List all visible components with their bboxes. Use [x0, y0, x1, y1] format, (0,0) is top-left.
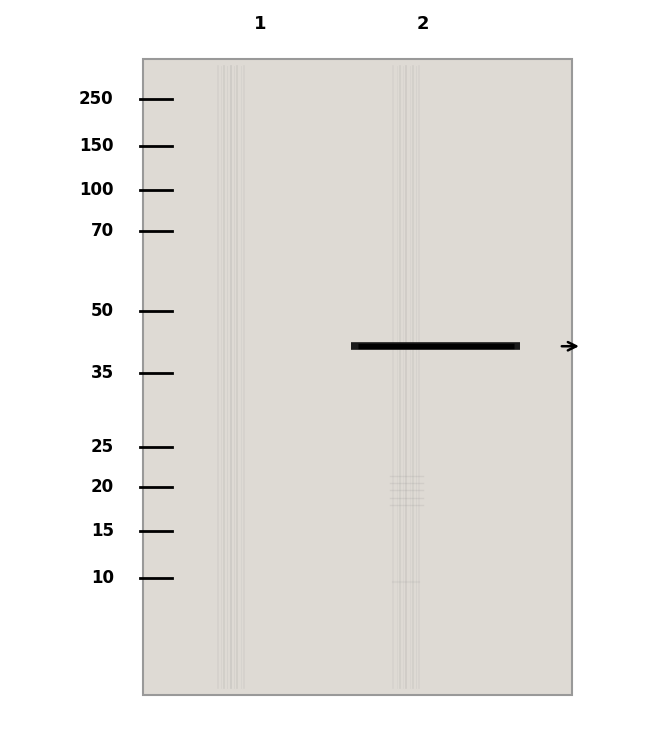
Text: 20: 20 — [90, 478, 114, 496]
Text: 100: 100 — [79, 182, 114, 199]
Text: 1: 1 — [254, 15, 266, 33]
Text: 70: 70 — [90, 222, 114, 239]
Text: 50: 50 — [91, 302, 114, 320]
Text: 35: 35 — [90, 365, 114, 382]
Text: 10: 10 — [91, 569, 114, 587]
FancyBboxPatch shape — [143, 59, 572, 695]
Text: 150: 150 — [79, 138, 114, 155]
Text: 15: 15 — [91, 522, 114, 539]
Text: 250: 250 — [79, 90, 114, 108]
Text: 25: 25 — [90, 438, 114, 455]
Text: 2: 2 — [416, 15, 429, 33]
